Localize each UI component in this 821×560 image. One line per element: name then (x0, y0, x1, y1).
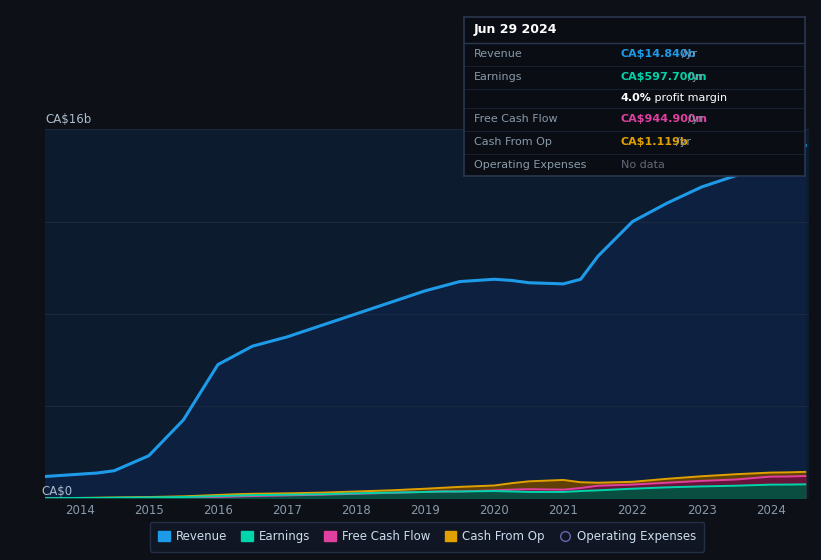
Text: /yr: /yr (682, 49, 697, 59)
Text: CA$1.119b: CA$1.119b (621, 137, 688, 147)
Text: Earnings: Earnings (474, 72, 523, 82)
Text: CA$0: CA$0 (41, 484, 72, 498)
Text: Free Cash Flow: Free Cash Flow (474, 114, 557, 124)
Text: profit margin: profit margin (651, 94, 727, 103)
Text: Operating Expenses: Operating Expenses (474, 160, 586, 170)
Text: CA$14.840b: CA$14.840b (621, 49, 696, 59)
Legend: Revenue, Earnings, Free Cash Flow, Cash From Op, Operating Expenses: Revenue, Earnings, Free Cash Flow, Cash … (149, 522, 704, 552)
Text: Revenue: Revenue (474, 49, 523, 59)
Text: /yr: /yr (688, 72, 703, 82)
Text: CA$944.900m: CA$944.900m (621, 114, 708, 124)
Text: /yr: /yr (677, 137, 691, 147)
Text: CA$16b: CA$16b (45, 113, 91, 125)
Text: CA$597.700m: CA$597.700m (621, 72, 707, 82)
Text: Jun 29 2024: Jun 29 2024 (474, 24, 557, 36)
Text: 4.0%: 4.0% (621, 94, 652, 103)
Text: Cash From Op: Cash From Op (474, 137, 552, 147)
Text: No data: No data (621, 160, 664, 170)
Text: /yr: /yr (688, 114, 703, 124)
